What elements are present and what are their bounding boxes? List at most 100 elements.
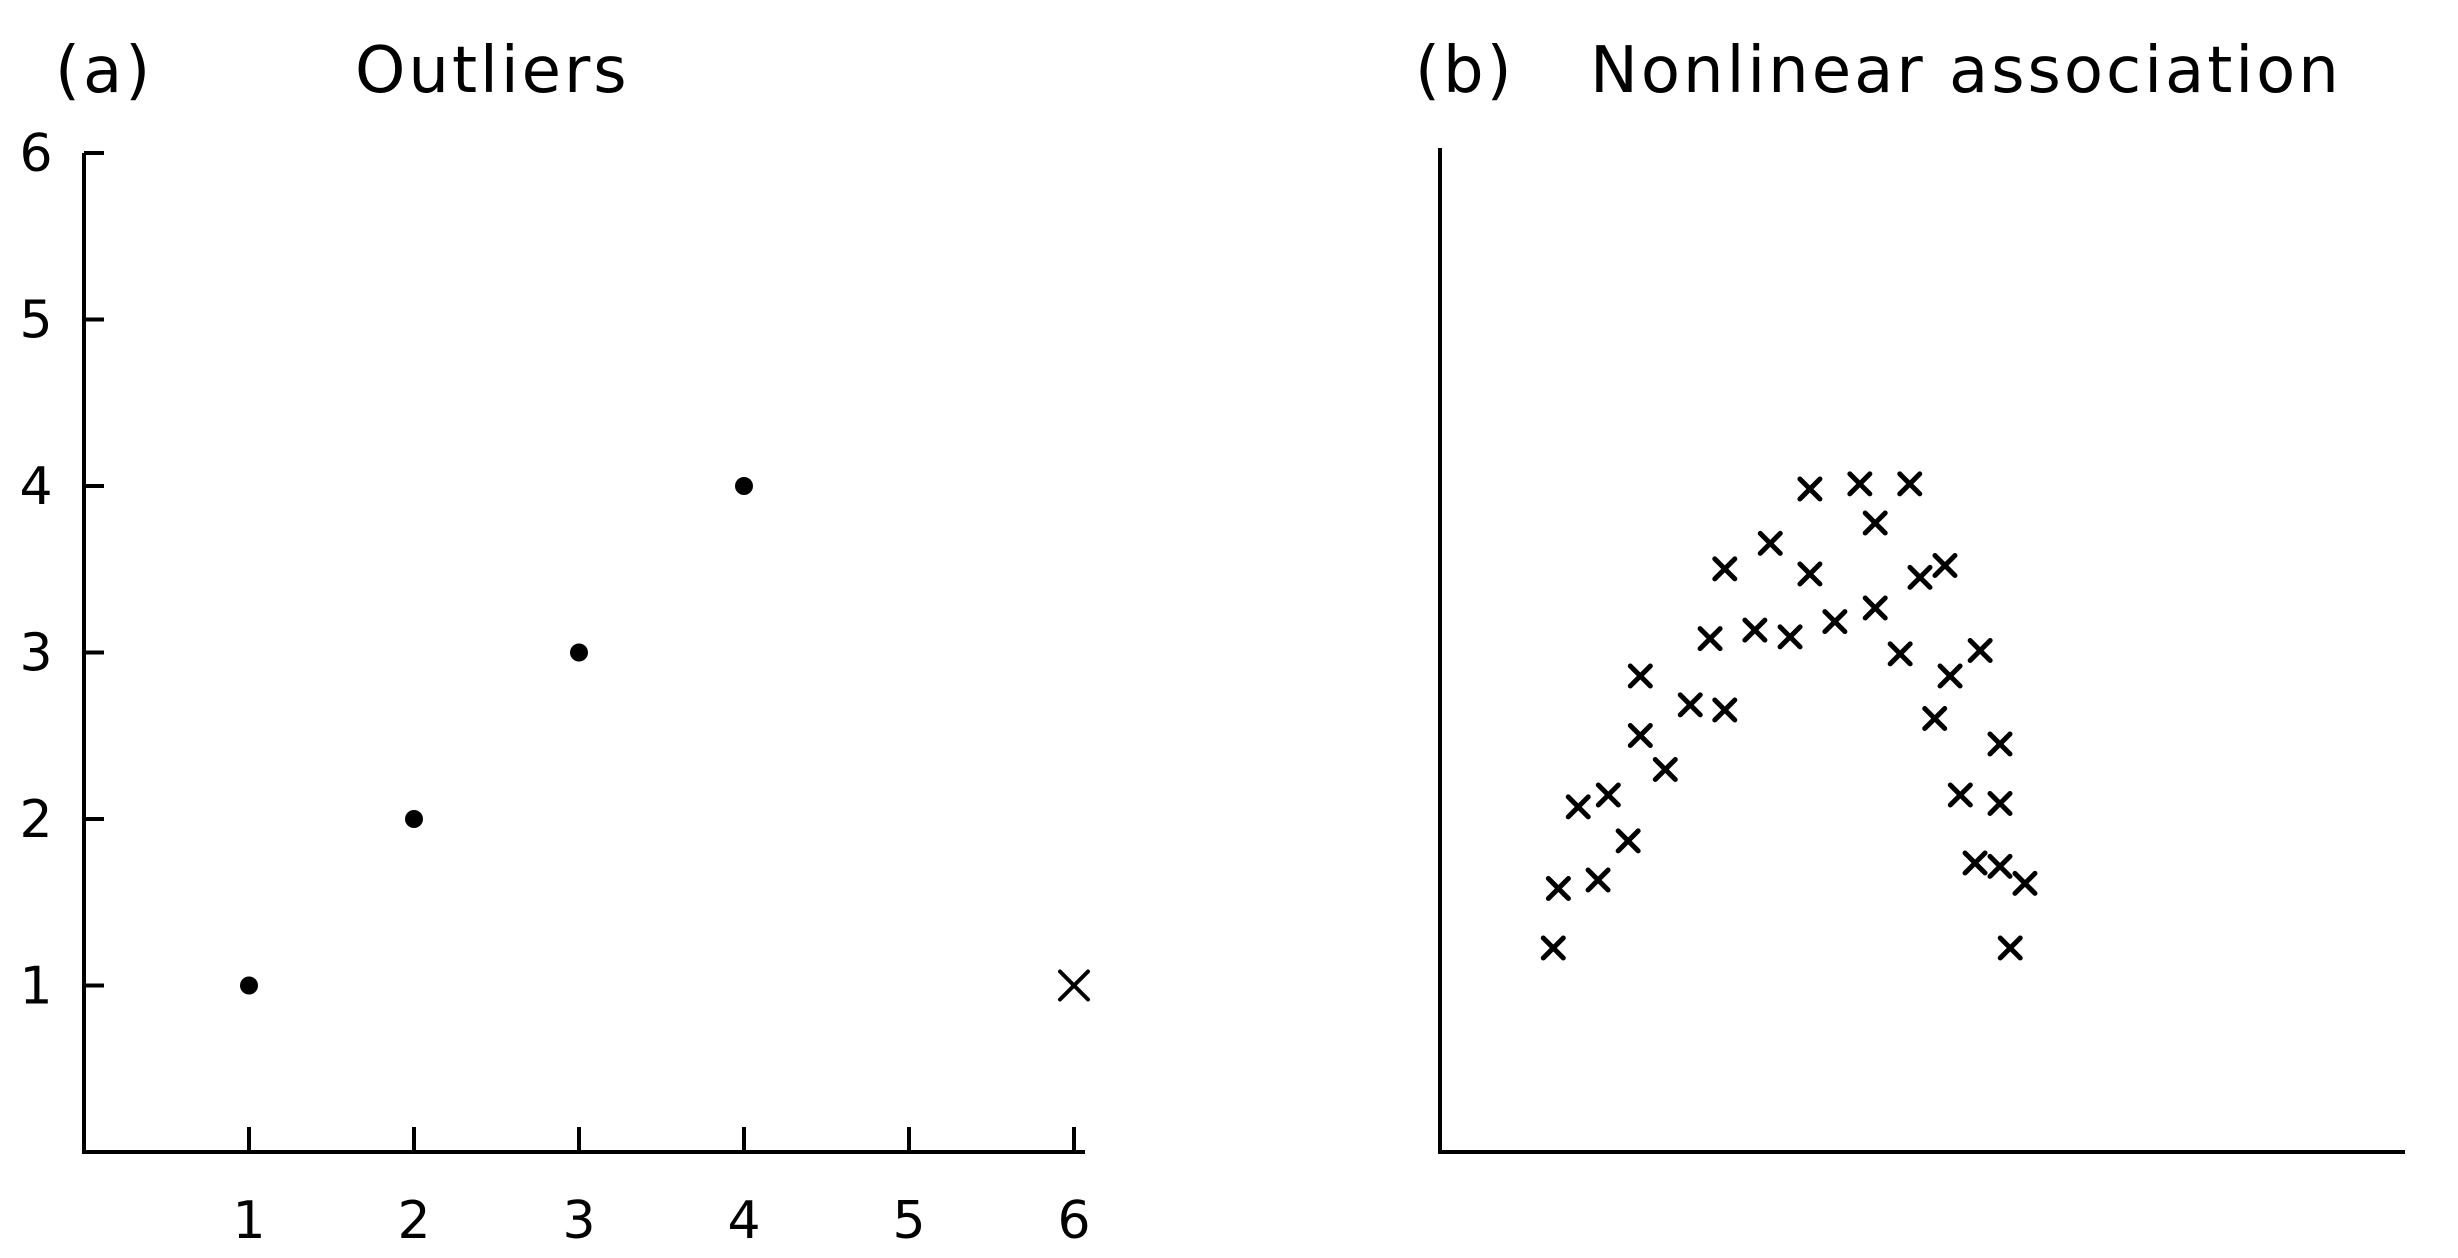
point-x-23: [1887, 641, 1913, 667]
point-x-18: [1797, 476, 1823, 502]
x-tick-label-5: 5: [892, 1191, 925, 1251]
point-x-5: [1595, 782, 1621, 808]
x-tick-label-6: 6: [1057, 1191, 1090, 1251]
point-x-33-stroke-2: [1987, 791, 2013, 816]
point-x-26: [1922, 706, 1948, 731]
point-x-30: [1962, 850, 1988, 876]
x-tick-label-2: 2: [397, 1191, 430, 1251]
point-x-24-stroke-2: [1897, 471, 1923, 497]
point-dot-4: [735, 477, 753, 495]
point-x-19: [1822, 609, 1848, 635]
point-x-31-stroke-2: [1967, 638, 1993, 663]
point-x-18-stroke-2: [1797, 476, 1823, 502]
point-x-22-stroke-2: [1862, 595, 1888, 621]
point-x-2: [1545, 876, 1571, 901]
point-dot-1: [240, 976, 258, 995]
point-x-11: [1697, 626, 1723, 652]
point-x-1-stroke-2: [1540, 935, 1566, 961]
panel-a-points: [240, 477, 1090, 1002]
point-x-10-stroke-2: [1677, 692, 1703, 718]
y-tick-label-6: 6: [19, 124, 52, 184]
point-x-23-stroke-2: [1887, 641, 1913, 667]
point-x-28-stroke-2: [1937, 663, 1963, 689]
point-x-35: [1997, 935, 2023, 961]
x-tick-label-4: 4: [727, 1191, 760, 1251]
panel-b-label: (b): [1415, 34, 1515, 108]
point-x-21: [1862, 510, 1888, 536]
point-x-16-stroke-2: [1777, 624, 1803, 650]
point-x-7: [1627, 663, 1653, 689]
point-x-20-stroke-2: [1847, 471, 1873, 497]
point-x-6: [1615, 828, 1641, 854]
point-outlier-x-stroke-2: [1058, 969, 1090, 1002]
point-x-24: [1897, 471, 1923, 497]
point-x-32: [1987, 731, 2013, 757]
panel-b-points: [1540, 471, 2038, 961]
point-x-9: [1652, 757, 1678, 782]
point-x-13: [1712, 697, 1738, 723]
y-tick-label-5: 5: [19, 291, 52, 351]
point-x-14-stroke-2: [1742, 617, 1768, 643]
point-x-25: [1907, 564, 1933, 590]
point-x-20: [1847, 471, 1873, 497]
point-x-12: [1712, 556, 1738, 582]
point-x-26-stroke-2: [1922, 706, 1948, 731]
point-x-11-stroke-2: [1697, 626, 1723, 652]
point-x-36-stroke-2: [2012, 870, 2038, 896]
point-x-3: [1565, 794, 1591, 820]
point-x-17: [1797, 561, 1823, 587]
point-x-6-stroke-2: [1615, 828, 1641, 854]
y-tick-label-1: 1: [19, 957, 52, 1017]
x-tick-label-1: 1: [232, 1191, 265, 1251]
point-outlier-x: [1058, 969, 1090, 1002]
point-x-34-stroke-2: [1987, 853, 2013, 879]
point-x-15-stroke-2: [1757, 530, 1783, 556]
point-x-2-stroke-2: [1545, 876, 1571, 901]
point-x-29: [1947, 782, 1973, 808]
panel-a-title: Outliers: [355, 34, 630, 108]
point-x-8: [1627, 723, 1653, 748]
panel-a-y-ticks: 1 2 3 4 5 6: [19, 124, 104, 1017]
panel-a-label: (a): [55, 34, 153, 108]
point-x-33: [1987, 791, 2013, 816]
point-dot-3: [570, 643, 588, 662]
panel-a-x-ticks: 1 2 3 4 5 6: [232, 1127, 1091, 1251]
point-x-36: [2012, 870, 2038, 896]
point-x-27-stroke-2: [1932, 553, 1958, 578]
point-x-10: [1677, 692, 1703, 718]
y-tick-label-4: 4: [19, 457, 52, 517]
point-x-17-stroke-2: [1797, 561, 1823, 587]
y-tick-label-2: 2: [19, 790, 52, 850]
point-x-22: [1862, 595, 1888, 621]
point-x-25-stroke-2: [1907, 564, 1933, 590]
point-x-7-stroke-2: [1627, 663, 1653, 689]
y-tick-label-3: 3: [19, 624, 52, 684]
point-x-5-stroke-2: [1595, 782, 1621, 808]
point-x-34: [1987, 853, 2013, 879]
point-x-30-stroke-2: [1962, 850, 1988, 876]
point-x-19-stroke-2: [1822, 609, 1848, 635]
point-x-31: [1967, 638, 1993, 663]
point-x-9-stroke-2: [1652, 757, 1678, 782]
point-x-35-stroke-2: [1997, 935, 2023, 961]
point-x-4: [1585, 867, 1611, 893]
point-x-29-stroke-2: [1947, 782, 1973, 808]
point-x-12-stroke-2: [1712, 556, 1738, 582]
point-x-3-stroke-2: [1565, 794, 1591, 820]
panel-b-nonlinear: (b) Nonlinear association: [1415, 34, 2405, 1154]
point-x-1: [1540, 935, 1566, 961]
point-x-27: [1932, 553, 1958, 578]
point-x-14: [1742, 617, 1768, 643]
panel-a-outliers: (a) Outliers 1 2 3 4 5 6 1 2 3 4 5 6: [19, 34, 1090, 1251]
point-x-15: [1757, 530, 1783, 556]
point-x-16: [1777, 624, 1803, 650]
panel-b-title: Nonlinear association: [1590, 34, 2342, 108]
point-x-28: [1937, 663, 1963, 689]
point-x-4-stroke-2: [1585, 867, 1611, 893]
point-x-32-stroke-2: [1987, 731, 2013, 757]
point-x-21-stroke-2: [1862, 510, 1888, 536]
point-x-13-stroke-2: [1712, 697, 1738, 723]
x-tick-label-3: 3: [562, 1191, 595, 1251]
point-x-8-stroke-2: [1627, 723, 1653, 748]
